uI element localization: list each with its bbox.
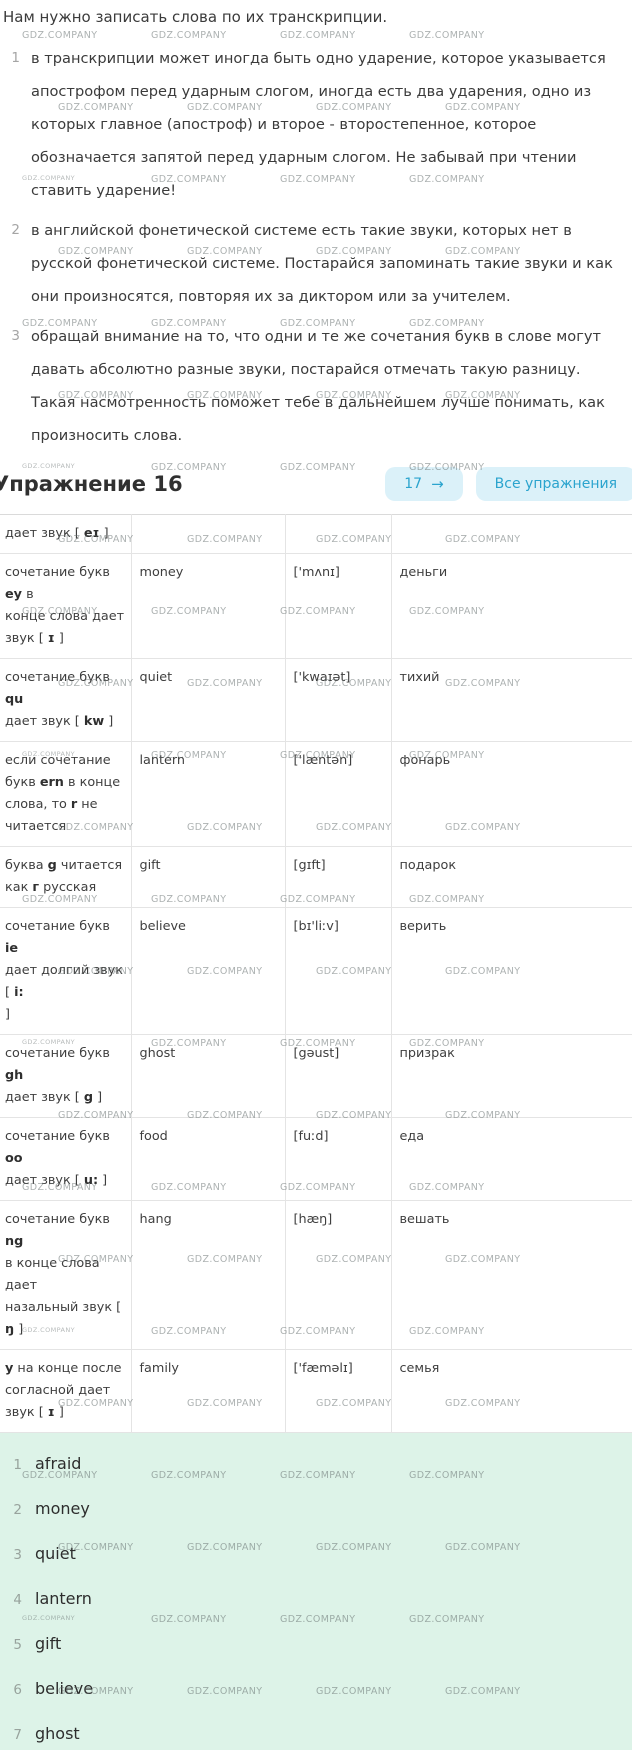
word-number: 7 (13, 1727, 22, 1743)
next-exercise-button[interactable]: 17 → (385, 467, 463, 501)
next-exercise-number: 17 (404, 476, 423, 492)
rule-cell: y на конце после согласной дает звук [ ɪ… (0, 1349, 132, 1433)
translation-cell (390, 514, 632, 554)
rule-cell: сочетание букв ey в конце слова дает зву… (0, 553, 132, 659)
transcription-cell: ['mʌnɪ] (284, 553, 392, 659)
exercise-nav: 17 → Все упражнения (385, 467, 632, 501)
phonetics-table: дает звук [ eɪ ] сочетание букв ey в конц… (0, 514, 632, 1433)
word-list-item: 6 believe (0, 1679, 632, 1699)
word-text: afraid (35, 1454, 82, 1473)
rule-cell: сочетание букв ie дает долгий звук [ i: … (0, 907, 132, 1035)
translation-cell: верить (390, 907, 632, 1035)
word-text: ghost (35, 1724, 80, 1743)
transcription-cell: ['kwaɪət] (284, 658, 392, 742)
word-list-item: 7 ghost (0, 1724, 632, 1744)
table-row: если сочетание букв ern в конце слова, т… (0, 741, 632, 847)
hint-item-text: в транскрипции может иногда быть одно уд… (31, 50, 606, 199)
word-cell: ghost (130, 1034, 286, 1118)
transcription-cell: [bɪ'liːv] (284, 907, 392, 1035)
word-cell: hang (130, 1200, 286, 1350)
word-list-item: 4 lantern (0, 1589, 632, 1609)
task-intro: Нам нужно записать слова по их транскрип… (0, 0, 632, 452)
table-row: сочетание букв qu дает звук [ kw ] quiet[… (0, 658, 632, 742)
word-text: quiet (35, 1544, 76, 1563)
translation-cell: подарок (390, 846, 632, 908)
word-number: 3 (13, 1547, 22, 1563)
table-row: сочетание букв ie дает долгий звук [ i: … (0, 907, 632, 1035)
word-text: money (35, 1499, 90, 1518)
word-cell: money (130, 553, 286, 659)
word-list-item: 3 quiet (0, 1544, 632, 1564)
word-cell (130, 514, 286, 554)
word-cell: food (130, 1117, 286, 1201)
word-number: 6 (13, 1682, 22, 1698)
translation-cell: призрак (390, 1034, 632, 1118)
table-row: дает звук [ eɪ ] (0, 514, 632, 554)
exercise-title: Упражнение 16 (0, 472, 183, 496)
transcription-cell: [fuːd] (284, 1117, 392, 1201)
translation-cell: еда (390, 1117, 632, 1201)
hint-item-number: 1 (11, 50, 20, 66)
word-number: 2 (13, 1502, 22, 1518)
word-cell: gift (130, 846, 286, 908)
table-row: y на конце после согласной дает звук [ ɪ… (0, 1349, 632, 1433)
table-row: сочетание букв oo дает звук [ u: ] food [f… (0, 1117, 632, 1201)
transcription-cell: ['fæməlɪ] (284, 1349, 392, 1433)
word-cell: quiet (130, 658, 286, 742)
word-cell: lantern (130, 741, 286, 847)
table-row: сочетание букв ng в конце слова дает наз… (0, 1200, 632, 1350)
hint-item-text: в английской фонетической системе есть т… (31, 222, 613, 305)
word-list-item: 1 afraid (0, 1454, 632, 1474)
word-list-item: 5 gift (0, 1634, 632, 1654)
word-cell: family (130, 1349, 286, 1433)
word-number: 4 (13, 1592, 22, 1608)
word-number: 5 (13, 1637, 22, 1653)
hint-item: 3 обращай внимание на то, что одни и те ж… (3, 320, 632, 452)
transcription-cell (284, 514, 392, 554)
rule-cell: сочетание букв gh дает звук [ g ] (0, 1034, 132, 1118)
answer-word-list: 1 afraid 2 money 3 quiet 4 lantern 5 gift 6 believe… (0, 1433, 632, 1750)
hint-list: 1 в транскрипции может иногда быть одно у… (3, 42, 632, 452)
translation-cell: тихий (390, 658, 632, 742)
rule-cell: буква g читается как г русская (0, 846, 132, 908)
rule-cell: сочетание букв qu дает звук [ kw ] (0, 658, 132, 742)
table-row: буква g читается как г русская gift [gɪft]… (0, 846, 632, 908)
table-row: сочетание букв gh дает звук [ g ] ghost [g… (0, 1034, 632, 1118)
transcription-cell: [gəust] (284, 1034, 392, 1118)
transcription-cell: [hæŋ] (284, 1200, 392, 1350)
rule-cell: сочетание букв ng в конце слова дает наз… (0, 1200, 132, 1350)
translation-cell: вешать (390, 1200, 632, 1350)
hint-item: 2 в английской фонетической системе есть … (3, 214, 632, 313)
word-list-item: 2 money (0, 1499, 632, 1519)
table-row: сочетание букв ey в конце слова дает зву… (0, 553, 632, 659)
hint-item-number: 3 (11, 328, 20, 344)
all-exercises-button[interactable]: Все упражнения (475, 467, 632, 501)
transcription-cell: ['læntən] (284, 741, 392, 847)
word-cell: believe (130, 907, 286, 1035)
hint-item-number: 2 (11, 222, 20, 238)
rule-cell: сочетание букв oo дает звук [ u: ] (0, 1117, 132, 1201)
word-text: lantern (35, 1589, 92, 1608)
task-statement: Нам нужно записать слова по их транскрип… (3, 8, 388, 26)
exercise-header: Упражнение 16 17 → Все упражнения (0, 467, 632, 501)
hint-item-text: обращай внимание на то, что одни и те же… (31, 328, 605, 444)
word-number: 1 (13, 1457, 22, 1473)
transcription-cell: [gɪft] (284, 846, 392, 908)
rule-cell: дает звук [ eɪ ] (0, 514, 132, 554)
word-text: gift (35, 1634, 62, 1653)
word-text: believe (35, 1679, 94, 1698)
hint-item: 1 в транскрипции может иногда быть одно у… (3, 42, 632, 207)
arrow-right-icon: → (431, 474, 444, 493)
translation-cell: семья (390, 1349, 632, 1433)
translation-cell: деньги (390, 553, 632, 659)
rule-cell: если сочетание букв ern в конце слова, т… (0, 741, 132, 847)
translation-cell: фонарь (390, 741, 632, 847)
